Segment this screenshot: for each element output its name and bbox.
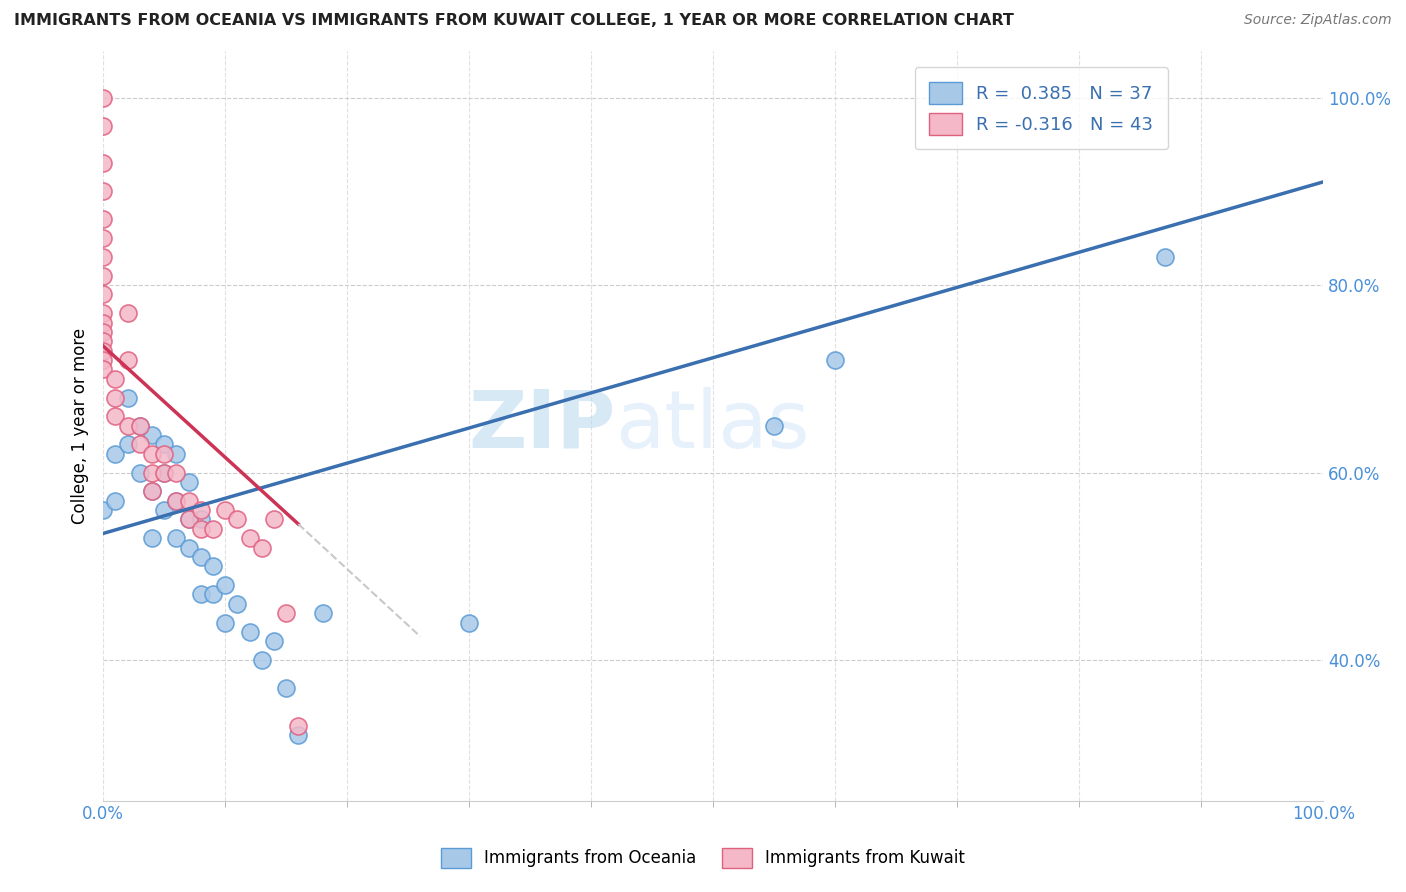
Point [141, 447, 163, 461]
Point [824, 353, 846, 368]
Point [91, 90, 114, 104]
Point [141, 531, 163, 545]
Point [104, 372, 127, 386]
Point [91, 325, 114, 339]
Point [226, 597, 249, 611]
Point [141, 428, 163, 442]
Point [287, 728, 309, 742]
Text: IMMIGRANTS FROM OCEANIA VS IMMIGRANTS FROM KUWAIT COLLEGE, 1 YEAR OR MORE CORREL: IMMIGRANTS FROM OCEANIA VS IMMIGRANTS FR… [14, 13, 1014, 29]
Point [201, 559, 224, 574]
Point [104, 391, 127, 405]
Point [165, 466, 187, 480]
Point [141, 484, 163, 499]
Point [91, 250, 114, 264]
Point [214, 578, 236, 592]
Text: ZIP: ZIP [468, 386, 616, 465]
Point [91, 316, 114, 330]
Point [190, 512, 212, 526]
Y-axis label: College, 1 year or more: College, 1 year or more [72, 327, 89, 524]
Point [763, 418, 786, 433]
Point [117, 306, 139, 320]
Point [91, 503, 114, 517]
Point [177, 512, 200, 526]
Point [91, 343, 114, 358]
Point [117, 353, 139, 368]
Point [177, 541, 200, 555]
Point [250, 541, 273, 555]
Point [165, 493, 187, 508]
Point [91, 231, 114, 245]
Point [238, 531, 260, 545]
Text: atlas: atlas [616, 386, 810, 465]
Point [91, 156, 114, 170]
Point [141, 484, 163, 499]
Point [165, 447, 187, 461]
Point [91, 362, 114, 376]
Point [177, 493, 200, 508]
Point [153, 447, 176, 461]
Point [287, 718, 309, 732]
Point [190, 522, 212, 536]
Point [128, 418, 150, 433]
Legend: R =  0.385   N = 37, R = -0.316   N = 43: R = 0.385 N = 37, R = -0.316 N = 43 [915, 67, 1168, 149]
Point [190, 549, 212, 564]
Point [117, 391, 139, 405]
Point [165, 531, 187, 545]
Point [190, 587, 212, 601]
Point [117, 418, 139, 433]
Point [238, 624, 260, 639]
Point [276, 606, 298, 620]
Point [117, 437, 139, 451]
Point [104, 409, 127, 424]
Point [250, 653, 273, 667]
Point [190, 503, 212, 517]
Legend: Immigrants from Oceania, Immigrants from Kuwait: Immigrants from Oceania, Immigrants from… [434, 841, 972, 875]
Point [128, 437, 150, 451]
Point [91, 334, 114, 349]
Point [177, 475, 200, 489]
Point [177, 512, 200, 526]
Point [91, 353, 114, 368]
Point [91, 268, 114, 283]
Point [312, 606, 335, 620]
Point [128, 466, 150, 480]
Point [141, 466, 163, 480]
Point [91, 184, 114, 198]
Point [263, 634, 285, 648]
Point [214, 503, 236, 517]
Point [104, 447, 127, 461]
Point [153, 503, 176, 517]
Point [128, 418, 150, 433]
Point [458, 615, 481, 630]
Point [214, 615, 236, 630]
Point [263, 512, 285, 526]
Point [201, 522, 224, 536]
Text: Source: ZipAtlas.com: Source: ZipAtlas.com [1244, 13, 1392, 28]
Point [153, 466, 176, 480]
Point [1153, 250, 1175, 264]
Point [153, 437, 176, 451]
Point [91, 287, 114, 301]
Point [153, 466, 176, 480]
Point [91, 306, 114, 320]
Point [165, 493, 187, 508]
Point [276, 681, 298, 695]
Point [91, 119, 114, 133]
Point [226, 512, 249, 526]
Point [91, 212, 114, 227]
Point [201, 587, 224, 601]
Point [104, 493, 127, 508]
